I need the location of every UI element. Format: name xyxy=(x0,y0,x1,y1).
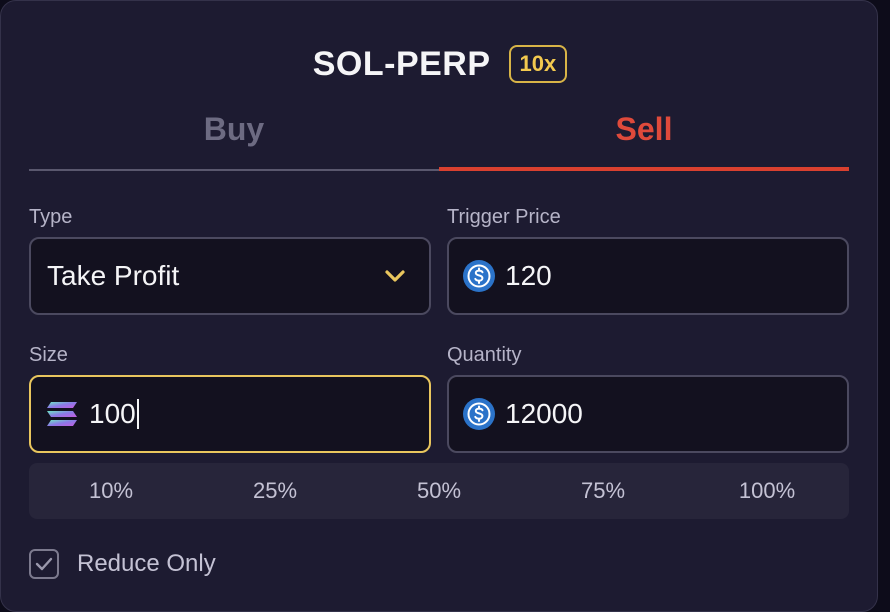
usdc-icon xyxy=(463,398,495,430)
quantity-input[interactable]: 12000 xyxy=(447,375,849,453)
usdc-icon xyxy=(463,260,495,292)
leverage-badge[interactable]: 10x xyxy=(508,45,568,83)
percent-option-75[interactable]: 75% xyxy=(580,478,626,503)
percent-option-100[interactable]: 100% xyxy=(738,478,796,503)
size-percent-selector: 10% 25% 50% 75% 100% xyxy=(29,463,849,519)
tab-buy[interactable]: Buy xyxy=(29,105,439,171)
trigger-price-input[interactable]: 120 xyxy=(447,237,849,315)
size-value: 100 xyxy=(89,398,136,429)
percent-option-50[interactable]: 50% xyxy=(416,478,462,503)
side-tabs: Buy Sell xyxy=(29,105,849,171)
market-header: SOL-PERP 10x xyxy=(1,39,879,89)
order-type-value: Take Profit xyxy=(47,260,180,291)
size-input[interactable]: 100 xyxy=(29,375,431,453)
trigger-price-value: 120 xyxy=(505,260,552,291)
chevron-down-icon xyxy=(385,270,405,282)
check-icon xyxy=(35,557,53,571)
tab-sell[interactable]: Sell xyxy=(439,105,849,171)
percent-option-25[interactable]: 25% xyxy=(252,478,298,503)
quantity-value: 12000 xyxy=(505,398,583,429)
reduce-only-checkbox[interactable] xyxy=(29,549,59,579)
order-type-select[interactable]: Take Profit xyxy=(29,237,431,315)
solana-icon xyxy=(47,402,77,426)
reduce-only-label: Reduce Only xyxy=(77,550,216,577)
trigger-price-label: Trigger Price xyxy=(447,206,561,228)
text-cursor xyxy=(136,399,139,429)
type-label: Type xyxy=(29,206,73,228)
percent-option-10[interactable]: 10% xyxy=(88,478,134,503)
market-title: SOL-PERP xyxy=(312,44,491,83)
size-label: Size xyxy=(29,344,68,366)
reduce-only-row: Reduce Only xyxy=(29,549,216,579)
quantity-label: Quantity xyxy=(447,344,522,366)
